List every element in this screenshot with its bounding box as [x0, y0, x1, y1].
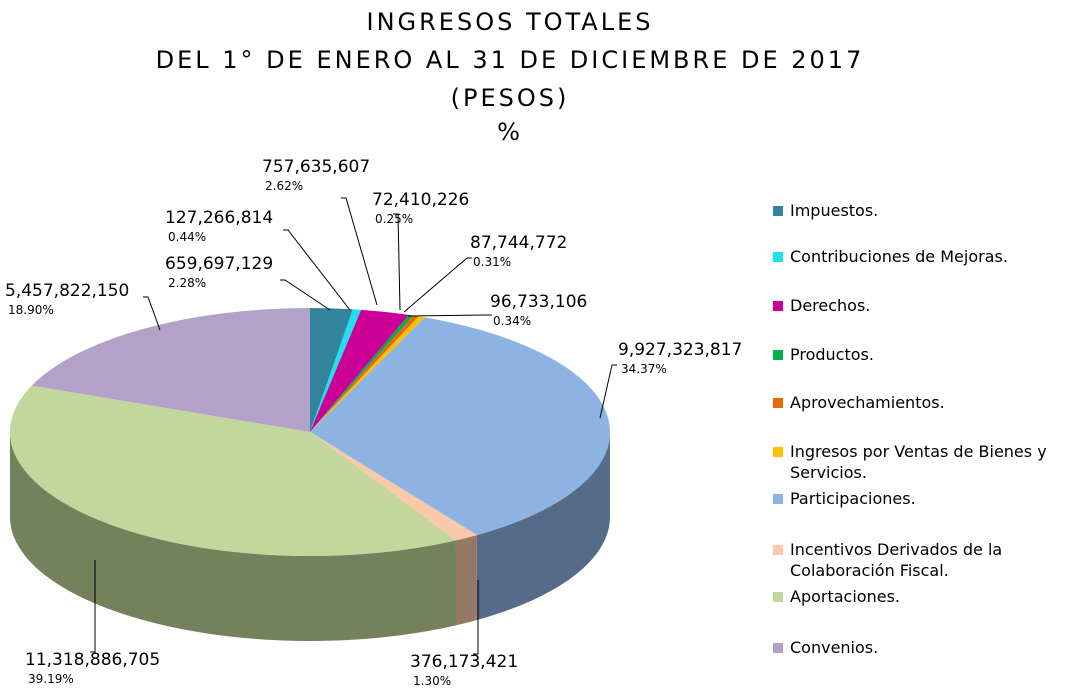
data-label: 376,173,421	[410, 652, 518, 672]
leader-line	[403, 257, 472, 313]
data-label: 757,635,607	[262, 157, 370, 177]
percent-label: 2.28%	[168, 276, 206, 290]
legend-label: Aportaciones.	[790, 587, 900, 606]
legend-item: Contribuciones de Mejoras.	[773, 246, 1073, 267]
slice-side	[10, 432, 456, 641]
data-label: 9,927,323,817	[618, 340, 742, 360]
leader-line	[280, 279, 331, 311]
slice	[310, 309, 409, 432]
legend-swatch	[773, 447, 783, 457]
leader-line	[599, 364, 617, 419]
chart-title: %	[497, 118, 523, 146]
legend-item: Impuestos.	[773, 200, 1073, 221]
percent-label: 0.44%	[168, 230, 206, 244]
legend-item: Participaciones.	[773, 488, 1073, 509]
legend-swatch	[773, 545, 783, 555]
legend-item: Productos.	[773, 344, 1073, 365]
legend-swatch	[773, 301, 783, 311]
data-label: 96,733,106	[490, 292, 587, 312]
legend-label: Contribuciones de Mejoras.	[790, 247, 1008, 266]
leader-line	[407, 314, 492, 317]
legend-swatch	[773, 252, 783, 262]
legend-swatch	[773, 592, 783, 602]
slice	[310, 317, 611, 536]
slice	[310, 309, 362, 432]
legend-label: Derechos.	[790, 296, 871, 315]
legend-item: Derechos.	[773, 295, 1073, 316]
legend-swatch	[773, 494, 783, 504]
slice	[310, 314, 414, 432]
slice	[31, 308, 310, 432]
chart-title: (PESOS)	[451, 84, 570, 112]
slice-side	[476, 432, 610, 621]
legend-swatch	[773, 206, 783, 216]
chart-title: DEL 1° DE ENERO AL 31 DE DICIEMBRE DE 20…	[156, 46, 865, 74]
percent-label: 34.37%	[621, 362, 667, 376]
slice	[310, 316, 425, 432]
leader-line	[283, 229, 351, 311]
data-label: 72,410,226	[372, 190, 469, 210]
percent-label: 1.30%	[413, 674, 451, 688]
percent-label: 0.25%	[375, 212, 413, 226]
percent-label: 39.19%	[28, 672, 74, 686]
data-label: 87,744,772	[470, 233, 567, 253]
legend-label: Convenios.	[790, 638, 879, 657]
legend-swatch	[773, 350, 783, 360]
legend-item: Incentivos Derivados de la Colaboración …	[773, 539, 1073, 581]
legend-label: Incentivos Derivados de la Colaboración …	[790, 540, 1003, 580]
legend-label: Participaciones.	[790, 489, 916, 508]
data-label: 659,697,129	[165, 254, 273, 274]
legend-label: Aprovechamientos.	[790, 393, 945, 412]
legend-swatch	[773, 398, 783, 408]
slice-side	[455, 535, 477, 626]
percent-label: 0.34%	[493, 314, 531, 328]
legend-label: Impuestos.	[790, 201, 879, 220]
data-label: 11,318,886,705	[25, 650, 160, 670]
chart-title: INGRESOS TOTALES	[367, 8, 654, 36]
data-label: 127,266,814	[165, 208, 273, 228]
legend-item: Aprovechamientos.	[773, 392, 1073, 413]
leader-line	[341, 197, 378, 306]
legend-item: Aportaciones.	[773, 586, 1073, 607]
slice	[9, 385, 456, 556]
percent-label: 2.62%	[265, 179, 303, 193]
percent-label: 0.31%	[473, 255, 511, 269]
slice	[310, 432, 477, 541]
leader-line	[143, 296, 161, 331]
legend-item: Ingresos por Ventas de Bienes y Servicio…	[773, 441, 1073, 483]
slice	[310, 308, 353, 432]
slice	[310, 315, 419, 432]
leader-line	[473, 580, 479, 655]
leader-line	[90, 560, 96, 653]
leader-line	[393, 213, 401, 311]
legend-item: Convenios.	[773, 637, 1073, 658]
data-label: 5,457,822,150	[5, 281, 129, 301]
percent-label: 18.90%	[8, 303, 54, 317]
legend-swatch	[773, 643, 783, 653]
legend-label: Productos.	[790, 345, 874, 364]
legend-label: Ingresos por Ventas de Bienes y Servicio…	[790, 442, 1047, 482]
